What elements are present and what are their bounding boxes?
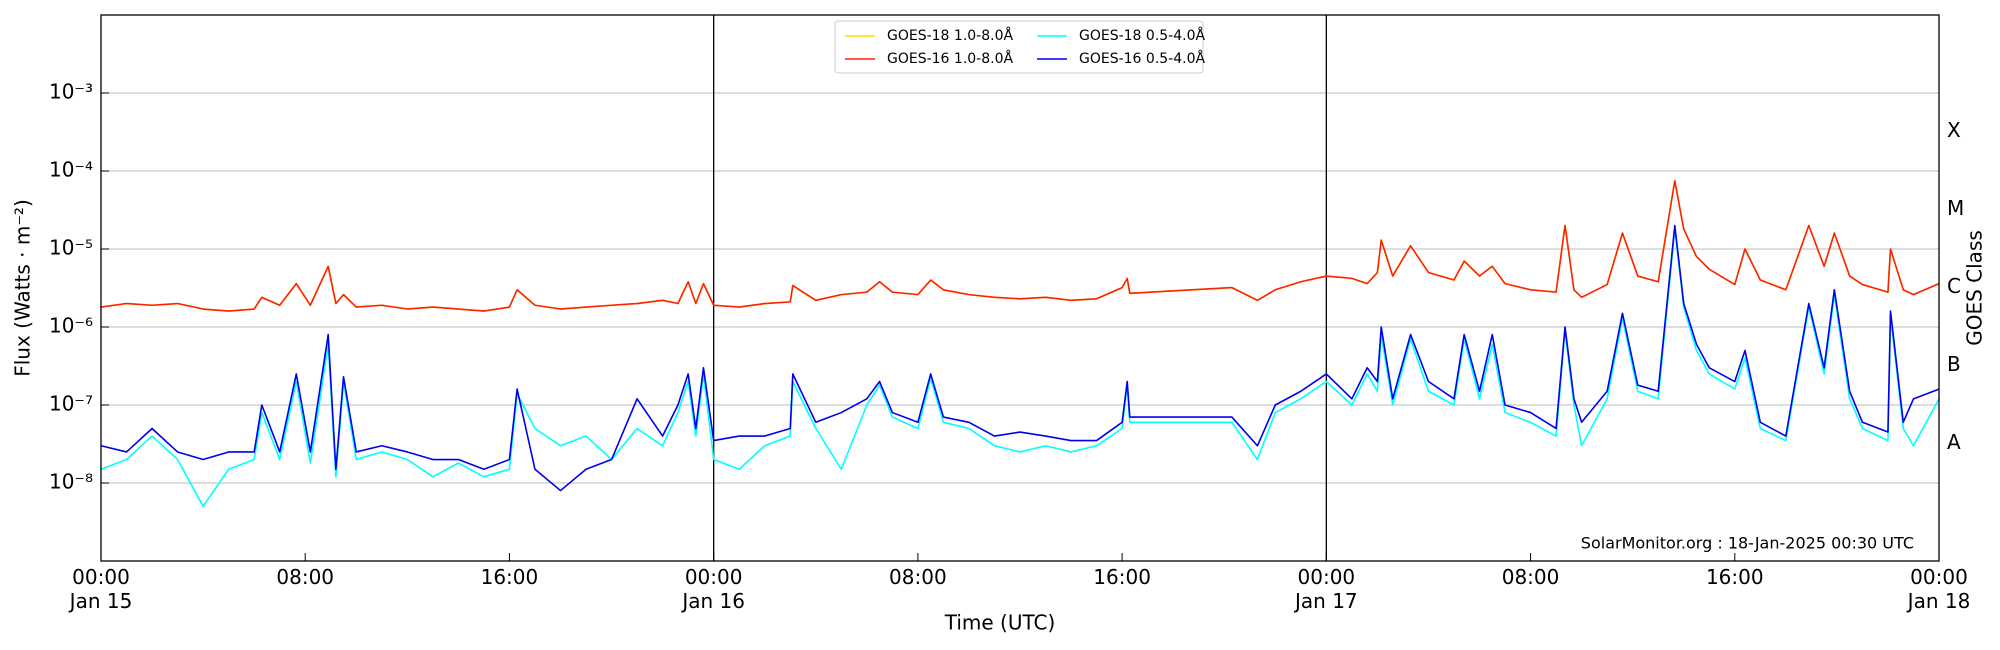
y2-tick-label: A — [1947, 430, 1961, 454]
y2-axis-label: GOES Class — [1963, 230, 1987, 346]
y-axis-label: Flux (Watts · m⁻²) — [11, 199, 35, 377]
y-tick-label: 10⁻⁸ — [49, 470, 93, 494]
y-tick-label: 10⁻³ — [49, 80, 93, 104]
annotation: SolarMonitor.org : 18-Jan-2025 00:30 UTC — [1581, 534, 1914, 553]
x-tick-label: 00:00 Jan 17 — [1295, 565, 1358, 613]
x-tick-label: 00:00 Jan 15 — [69, 565, 133, 613]
grid — [101, 15, 1939, 561]
x-tick-label: 08:00 — [1501, 565, 1560, 589]
legend-box — [834, 20, 1204, 74]
y-tick-label: 10⁻⁷ — [49, 392, 93, 416]
x-tick-label: 16:00 — [1093, 565, 1151, 589]
plot-frame — [100, 14, 1940, 562]
y-tick-label: 10⁻⁵ — [49, 236, 93, 260]
x-axis-label: Time (UTC) — [944, 611, 1056, 635]
legend: GOES-18 1.0-8.0Å GOES-16 1.0-8.0Å GOES-18 … — [834, 20, 1205, 74]
series-line — [100, 224, 1940, 492]
x-tick-label: 00:00 Jan 18 — [1907, 565, 1971, 613]
series-line — [100, 179, 1940, 312]
axes: 10⁻⁸ 10⁻⁷ 10⁻⁶ 10⁻⁵ 10⁻⁴ 10⁻³ A B C M X — [49, 80, 1964, 561]
y-tick-label: 10⁻⁴ — [49, 158, 93, 182]
plot-lines — [100, 179, 1940, 508]
legend-label: GOES-16 1.0-8.0Å — [887, 50, 1013, 67]
y2-tick-label: B — [1947, 352, 1961, 376]
y-tick-label: 10⁻⁶ — [49, 314, 93, 338]
x-tick-label: 00:00 Jan 16 — [682, 565, 745, 613]
x-tick-label: 08:00 — [276, 565, 335, 589]
legend-label: GOES-18 1.0-8.0Å — [887, 27, 1013, 44]
y2-tick-label: C — [1947, 274, 1961, 298]
x-tick-label: 16:00 — [1705, 565, 1764, 589]
x-tick-label: 08:00 — [889, 565, 947, 589]
legend-label: GOES-18 0.5-4.0Å — [1079, 27, 1205, 44]
y2-tick-label: X — [1947, 118, 1961, 142]
x-tick-label: 16:00 — [480, 565, 539, 589]
y2-tick-label: M — [1947, 196, 1964, 220]
legend-label: GOES-16 0.5-4.0Å — [1079, 50, 1205, 67]
series-line — [100, 228, 1940, 508]
